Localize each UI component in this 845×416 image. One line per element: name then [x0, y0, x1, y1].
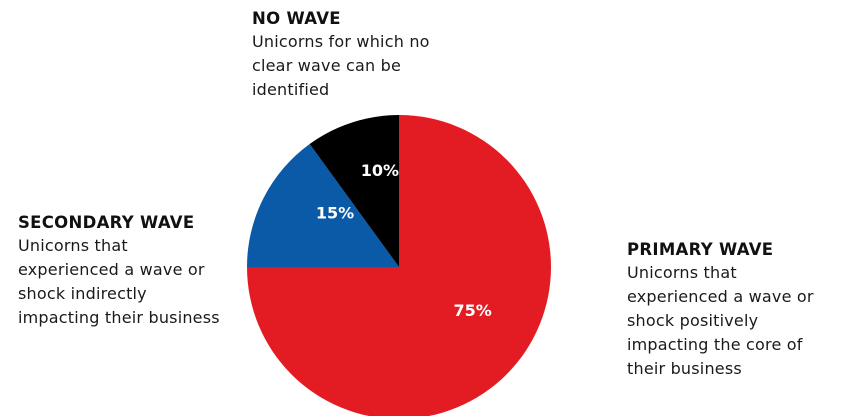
secondary-wave-callout: SECONDARY WAVE Unicorns that experienced…	[18, 212, 248, 330]
primary-wave-slice	[247, 115, 551, 416]
primary-wave-desc-line: experienced a wave or	[627, 287, 814, 306]
primary-wave-description: Unicorns that experienced a wave or shoc…	[627, 261, 842, 381]
primary-wave-heading: PRIMARY WAVE	[627, 240, 774, 259]
secondary-wave-desc-line: Unicorns that	[18, 236, 128, 255]
no-wave-description: Unicorns for which no clear wave can be …	[252, 30, 512, 102]
no-wave-value-label: 10%	[361, 161, 399, 180]
primary-wave-desc-line: impacting the core of	[627, 335, 803, 354]
no-wave-desc-line: identified	[252, 80, 330, 99]
no-wave-heading: NO WAVE	[252, 9, 341, 28]
secondary-wave-desc-line: shock indirectly	[18, 284, 147, 303]
primary-wave-desc-line: Unicorns that	[627, 263, 737, 282]
primary-wave-desc-line: their business	[627, 359, 742, 378]
no-wave-desc-line: clear wave can be	[252, 56, 402, 75]
secondary-wave-description: Unicorns that experienced a wave or shoc…	[18, 234, 248, 330]
secondary-wave-desc-line: experienced a wave or	[18, 260, 205, 279]
secondary-wave-slice	[247, 144, 399, 267]
secondary-wave-value-label: 15%	[316, 204, 354, 223]
no-wave-desc-line: Unicorns for which no	[252, 32, 430, 51]
primary-wave-value-label: 75%	[453, 301, 491, 320]
no-wave-slice	[309, 115, 399, 267]
secondary-wave-heading: SECONDARY WAVE	[18, 213, 195, 232]
no-wave-callout: NO WAVE Unicorns for which no clear wave…	[252, 8, 512, 102]
primary-wave-desc-line: shock positively	[627, 311, 759, 330]
primary-wave-callout: PRIMARY WAVE Unicorns that experienced a…	[627, 239, 842, 381]
secondary-wave-desc-line: impacting their business	[18, 308, 220, 327]
